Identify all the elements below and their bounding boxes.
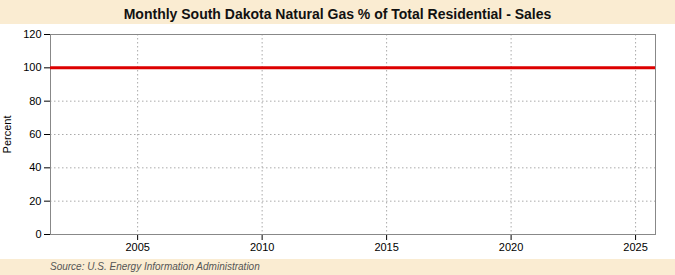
svg-text:40: 40 — [29, 161, 41, 173]
svg-text:Percent: Percent — [1, 116, 13, 154]
svg-text:120: 120 — [23, 28, 41, 40]
svg-text:100: 100 — [23, 61, 41, 73]
svg-text:60: 60 — [29, 128, 41, 140]
svg-text:2020: 2020 — [499, 241, 523, 253]
svg-text:2005: 2005 — [125, 241, 149, 253]
svg-text:2025: 2025 — [623, 241, 647, 253]
svg-text:2015: 2015 — [374, 241, 398, 253]
svg-text:20: 20 — [29, 195, 41, 207]
html-text:Monthly South Dakota Natural G: Monthly South Dakota Natural Gas % of To… — [123, 6, 552, 22]
svg-text:80: 80 — [29, 95, 41, 107]
svg-text:0: 0 — [35, 228, 41, 240]
svg-text:2010: 2010 — [250, 241, 274, 253]
html-text:Source: U.S. Energy Informatio: Source: U.S. Energy Information Administ… — [50, 261, 260, 272]
